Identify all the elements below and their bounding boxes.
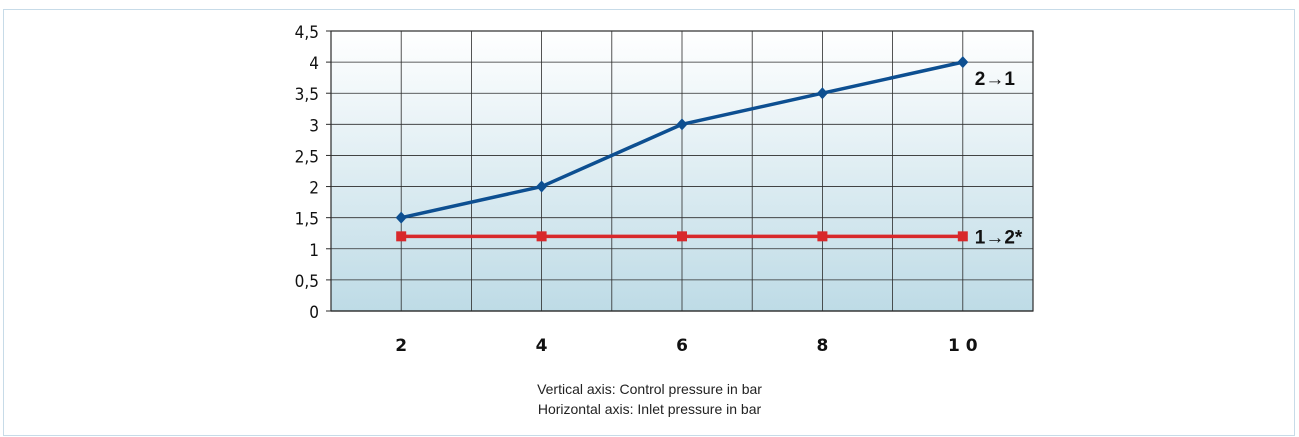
data-point	[957, 231, 968, 242]
y-tick-label: 2	[309, 179, 319, 199]
series-label: 2→1	[975, 69, 1016, 90]
data-point	[957, 56, 969, 69]
y-tick-label: 3,5	[295, 85, 319, 105]
header-strip	[0, 0, 1299, 10]
y-tick-label: 2,5	[295, 147, 319, 167]
data-point	[395, 211, 407, 224]
data-point	[676, 118, 688, 131]
x-tick-label: 2	[395, 336, 407, 356]
y-tick-label: 0	[309, 303, 319, 323]
data-point	[396, 231, 407, 242]
chart-panel	[3, 10, 1295, 436]
data-point	[536, 180, 548, 193]
x-tick-label: 6	[676, 336, 688, 356]
x-tick-label: 4	[536, 336, 548, 356]
y-tick-label: 3	[309, 116, 319, 136]
caption-vertical-axis: Vertical axis: Control pressure in bar	[537, 381, 762, 397]
y-tick-label: 4	[309, 54, 319, 74]
caption-horizontal-axis: Horizontal axis: Inlet pressure in bar	[537, 401, 762, 417]
series-label: 1→2*	[975, 227, 1023, 248]
data-point	[817, 231, 828, 242]
y-tick-label: 1	[309, 241, 319, 261]
x-tick-label: 8	[816, 336, 828, 356]
y-tick-label: 4,5	[295, 23, 319, 43]
data-point	[536, 231, 547, 242]
data-point	[816, 87, 828, 100]
data-point	[677, 231, 687, 242]
y-tick-label: 0,5	[295, 272, 319, 292]
x-tick-label: 1 0	[948, 336, 978, 356]
plot-frame	[330, 30, 1034, 312]
y-tick-label: 1,5	[295, 210, 319, 230]
